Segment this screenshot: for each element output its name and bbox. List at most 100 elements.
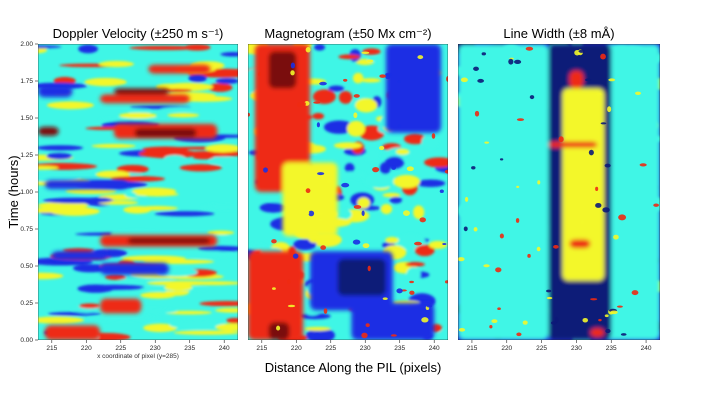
x-tick-label: 215 <box>467 345 478 352</box>
heatmap-speckle-dot <box>313 333 321 339</box>
x-tick-label: 225 <box>115 345 126 352</box>
heatmap-texture-blob <box>53 76 76 85</box>
heatmap-texture-blob <box>46 101 95 110</box>
heatmap-texture-blob <box>314 44 326 51</box>
heatmap-speckle-dot <box>403 210 410 216</box>
heatmap-speckle-dot <box>414 241 422 246</box>
heatmap-texture-blob <box>380 203 393 215</box>
heatmap-texture-blob <box>328 85 345 92</box>
heatmap-speckle-dot <box>591 199 598 204</box>
heatmap-speckle-dot <box>396 288 403 294</box>
heatmap-texture-blob <box>140 292 176 299</box>
x-tick-label: 235 <box>184 345 195 352</box>
heatmap-texture-blob <box>364 173 396 189</box>
heatmap-speckle-dot <box>635 91 642 95</box>
heatmap-speckle-dot <box>616 305 623 308</box>
heatmap-texture-blob <box>38 316 85 324</box>
heatmap-speckle-dot <box>499 158 504 161</box>
heatmap-texture-blob <box>312 112 325 120</box>
heatmap-speckle-dot <box>442 242 447 245</box>
heatmap-speckle-dot <box>315 212 324 215</box>
heatmap-speckle-dot <box>604 163 611 168</box>
x-tick-label: 230 <box>571 345 582 352</box>
heatmap-speckle-dot <box>258 72 262 77</box>
y-tick-label: 0.75 <box>20 226 33 233</box>
heatmap-speckle-dot <box>499 233 504 239</box>
heatmap-speckle-dot <box>276 325 281 331</box>
heatmap-texture-blob <box>38 174 80 182</box>
heatmap-feature <box>458 44 549 340</box>
heatmap-feature <box>148 64 211 74</box>
y-tick-label: 0.25 <box>20 300 33 307</box>
heatmap-speckle <box>458 46 659 337</box>
heatmap-speckle-dot <box>537 180 541 185</box>
heatmap-speckle-dot <box>382 297 388 300</box>
heatmap-features <box>38 64 218 340</box>
heatmap-texture-blob <box>205 144 238 153</box>
heatmap-texture-blob <box>382 192 401 198</box>
heatmap-texture-blob <box>306 327 336 340</box>
heatmap-feature <box>248 251 304 340</box>
heatmap-texture-blob <box>78 44 98 54</box>
heatmap-texture-blob <box>389 196 403 204</box>
heatmap-speckle-dot <box>516 118 525 122</box>
heatmap-texture-blob <box>421 134 439 149</box>
heatmap-speckle-dot <box>514 59 522 65</box>
heatmap-speckle-dot <box>602 207 610 213</box>
heatmap-speckle-dot <box>379 74 386 78</box>
x-tick-label: 220 <box>501 345 512 352</box>
heatmap-texture-blob <box>299 313 331 320</box>
y-tick-label: 1.50 <box>20 115 33 122</box>
heatmap-speckle-dot <box>546 289 552 293</box>
heatmap-texture-blob <box>360 78 381 83</box>
x-axis-label: Distance Along the PIL (pixels) <box>265 360 442 375</box>
heatmap-texture-blob <box>312 89 336 105</box>
heatmap-speckle-dot <box>353 205 362 209</box>
heatmap-texture-blob <box>38 162 98 170</box>
x-tick-label: 240 <box>219 345 230 352</box>
heatmap-texture-blob <box>116 164 149 174</box>
heatmap-feature <box>351 303 435 340</box>
heatmap-feature <box>38 85 73 98</box>
heatmap-speckle-dot <box>409 290 415 295</box>
heatmap-speckle-dot <box>588 149 594 156</box>
heatmap-texture-blob <box>338 54 361 60</box>
heatmap-texture-blob <box>333 142 363 149</box>
y-tick-label: 0.00 <box>20 337 33 344</box>
heatmap-texture-blob <box>405 262 425 267</box>
panel-title-doppler: Doppler Velocity (±250 m s⁻¹) <box>53 26 224 41</box>
heatmap-speckle-dot <box>553 244 559 249</box>
heatmap-texture-blob <box>46 152 73 160</box>
panel-title-magnetogram: Magnetogram (±50 Mx cm⁻²) <box>264 26 431 41</box>
heatmap-feature <box>100 263 170 275</box>
x-tick-label: 235 <box>606 345 617 352</box>
heatmap-speckle-dot <box>598 318 602 322</box>
heatmap-texture-blob <box>38 145 84 151</box>
y-tick-label: 0.50 <box>20 263 33 270</box>
heatmap-feature <box>604 44 660 340</box>
heatmap-texture-blob <box>43 197 112 204</box>
heatmap-speckle-dot <box>653 203 659 207</box>
heatmap-feature <box>337 258 386 296</box>
heatmap-texture-blob <box>393 174 421 189</box>
heatmap-speckle-dot <box>578 49 585 53</box>
heatmap-texture-blob <box>355 98 378 113</box>
heatmap-texture-blob <box>215 78 238 84</box>
heatmap-speckle-dot <box>620 333 627 336</box>
heatmap-texture-blob <box>83 284 145 290</box>
heatmap-speckle-dot <box>397 80 402 84</box>
heatmap-speckle-dot <box>397 124 402 128</box>
x-tick-label: 230 <box>150 345 161 352</box>
heatmap-speckle-dot <box>362 243 370 249</box>
heatmap-texture-blob <box>173 330 238 335</box>
heatmap-speckle-dot <box>361 332 368 339</box>
heatmap-texture-blob <box>38 272 64 280</box>
heatmap-speckle-dot <box>419 217 426 223</box>
heatmap-texture-blob <box>142 146 189 153</box>
y-tick-label: 2.00 <box>20 41 33 48</box>
heatmap-texture-blob <box>259 202 288 213</box>
x-tick-label: 220 <box>291 345 302 352</box>
heatmap-speckle-dot <box>316 122 321 128</box>
heatmap-texture-blob <box>215 323 238 331</box>
